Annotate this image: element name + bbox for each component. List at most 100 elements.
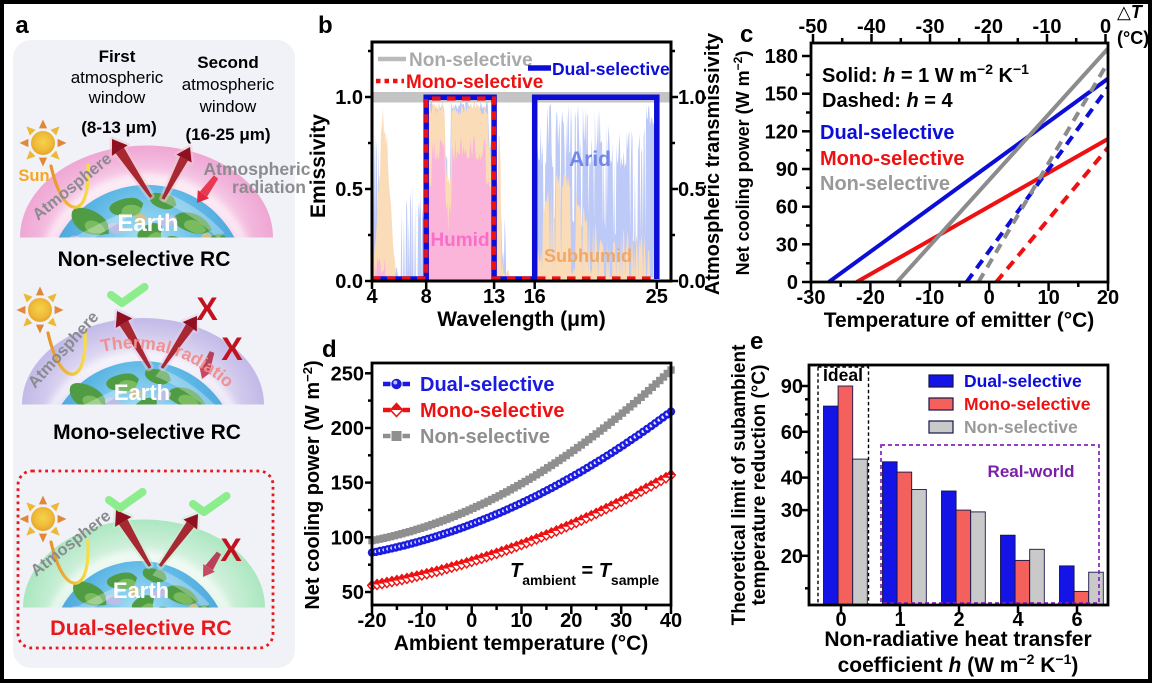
svg-text:180: 180 (765, 46, 798, 68)
svg-text:First: First (99, 47, 136, 66)
svg-text:-40: -40 (857, 16, 886, 38)
svg-text:Atmospheric transmissivity: Atmospheric transmissivity (702, 32, 724, 295)
svg-text:(°C): (°C) (1117, 28, 1149, 48)
svg-text:Real-world: Real-world (988, 462, 1075, 481)
svg-text:1.0: 1.0 (678, 87, 706, 109)
svg-text:120: 120 (765, 121, 798, 143)
svg-text:Non-selective: Non-selective (964, 417, 1078, 437)
svg-text:b: b (318, 12, 333, 39)
svg-text:Mono-selective: Mono-selective (406, 72, 543, 93)
svg-text:d: d (322, 336, 337, 363)
svg-text:150: 150 (331, 473, 364, 495)
svg-text:8: 8 (421, 286, 432, 308)
svg-text:e: e (750, 328, 763, 355)
svg-text:Non-selective: Non-selective (420, 426, 550, 448)
svg-text:-20: -20 (856, 287, 885, 309)
svg-text:Solid: h = 1 W m−2 K−1: Solid: h = 1 W m−2 K−1 (822, 61, 1029, 87)
svg-text:-30: -30 (916, 16, 945, 38)
svg-text:40: 40 (781, 468, 803, 490)
svg-text:coefficient h (W m−2 K−1): coefficient h (W m−2 K−1) (838, 651, 1079, 677)
svg-text:30: 30 (776, 234, 798, 256)
svg-text:window: window (88, 88, 146, 107)
svg-text:10: 10 (510, 610, 532, 632)
svg-text:0: 0 (984, 287, 995, 309)
svg-text:-30: -30 (797, 287, 826, 309)
svg-text:Earth: Earth (113, 578, 169, 603)
svg-text:X: X (196, 291, 218, 327)
svg-text:(16-25 μm): (16-25 μm) (185, 125, 270, 144)
svg-text:1.0: 1.0 (335, 87, 363, 109)
svg-text:60: 60 (781, 422, 803, 444)
svg-text:100: 100 (331, 527, 364, 549)
svg-text:0: 0 (787, 272, 798, 294)
svg-text:Ambient temperature (°C): Ambient temperature (°C) (394, 632, 649, 655)
svg-text:Second: Second (197, 53, 258, 72)
svg-text:Emissivity: Emissivity (307, 114, 330, 218)
svg-text:Non-radiative heat transfer: Non-radiative heat transfer (824, 628, 1091, 651)
svg-text:0: 0 (1100, 16, 1111, 38)
svg-text:Non-selective: Non-selective (409, 50, 533, 71)
svg-text:25: 25 (646, 286, 668, 308)
svg-text:1: 1 (894, 609, 905, 631)
svg-text:20: 20 (781, 546, 803, 568)
svg-text:△T: △T (1117, 2, 1144, 22)
svg-text:atmospheric: atmospheric (71, 68, 164, 87)
svg-text:0.0: 0.0 (335, 271, 363, 293)
svg-text:window: window (199, 97, 257, 116)
svg-text:150: 150 (765, 84, 798, 106)
svg-text:Mono-selective: Mono-selective (820, 148, 964, 170)
svg-text:Subhumid: Subhumid (544, 246, 632, 266)
svg-text:Wavelength (μm): Wavelength (μm) (437, 308, 605, 331)
svg-text:Temperature of emitter (°C): Temperature of emitter (°C) (824, 309, 1095, 332)
svg-text:-20: -20 (358, 610, 387, 632)
svg-text:30: 30 (610, 610, 632, 632)
svg-text:Earth: Earth (114, 380, 170, 405)
svg-text:16: 16 (524, 286, 546, 308)
svg-text:20: 20 (560, 610, 582, 632)
svg-text:Net cooling power (W m−2): Net cooling power (W m−2) (300, 360, 325, 609)
svg-text:radiation: radiation (232, 177, 306, 197)
svg-text:20: 20 (1097, 287, 1119, 309)
svg-text:Dual-selective: Dual-selective (964, 371, 1082, 391)
svg-text:4: 4 (1012, 609, 1024, 631)
svg-text:Non-selective: Non-selective (820, 173, 950, 195)
svg-text:0.5: 0.5 (335, 179, 363, 201)
svg-text:0.0: 0.0 (678, 271, 706, 293)
svg-text:Earth: Earth (117, 210, 178, 237)
svg-text:X: X (220, 532, 242, 568)
svg-text:(8-13 μm): (8-13 μm) (81, 118, 157, 137)
svg-text:Non-selective RC: Non-selective RC (58, 248, 231, 271)
svg-text:Humid: Humid (430, 230, 489, 251)
svg-text:Dual-selective: Dual-selective (820, 122, 955, 144)
svg-text:50: 50 (342, 582, 364, 604)
svg-text:a: a (15, 12, 29, 39)
svg-text:10: 10 (1037, 287, 1059, 309)
svg-text:Ideal: Ideal (823, 365, 863, 385)
svg-text:30: 30 (781, 500, 803, 522)
svg-text:Dual-selective: Dual-selective (420, 374, 555, 396)
svg-text:13: 13 (483, 286, 505, 308)
svg-text:atmospheric: atmospheric (182, 75, 275, 94)
svg-text:c: c (740, 21, 753, 48)
svg-text:Dashed: h = 4: Dashed: h = 4 (822, 90, 953, 112)
svg-text:-20: -20 (974, 16, 1003, 38)
svg-text:Dual-selective: Dual-selective (552, 59, 670, 79)
svg-text:Net cooling power (W m−2): Net cooling power (W m−2) (731, 51, 753, 276)
svg-text:250: 250 (331, 363, 364, 385)
svg-text:-10: -10 (915, 287, 944, 309)
svg-text:0.5: 0.5 (678, 179, 706, 201)
svg-text:Dual-selective RC: Dual-selective RC (50, 616, 232, 640)
svg-text:-50: -50 (799, 16, 828, 38)
svg-text:Mono-selective: Mono-selective (420, 400, 564, 422)
svg-text:temperature reduction (°C): temperature reduction (°C) (749, 365, 770, 606)
svg-text:Theoretical limit of subambien: Theoretical limit of subambient (729, 344, 750, 625)
svg-text:-10: -10 (407, 610, 436, 632)
svg-text:4: 4 (366, 286, 378, 308)
svg-text:Tambient = Tsample: Tambient = Tsample (510, 560, 659, 588)
svg-text:Arid: Arid (569, 148, 611, 171)
svg-text:6: 6 (1071, 609, 1082, 631)
svg-text:Atmospheric: Atmospheric (204, 159, 311, 179)
svg-text:60: 60 (776, 197, 798, 219)
svg-text:2: 2 (953, 609, 964, 631)
svg-text:Mono-selective RC: Mono-selective RC (53, 421, 241, 444)
